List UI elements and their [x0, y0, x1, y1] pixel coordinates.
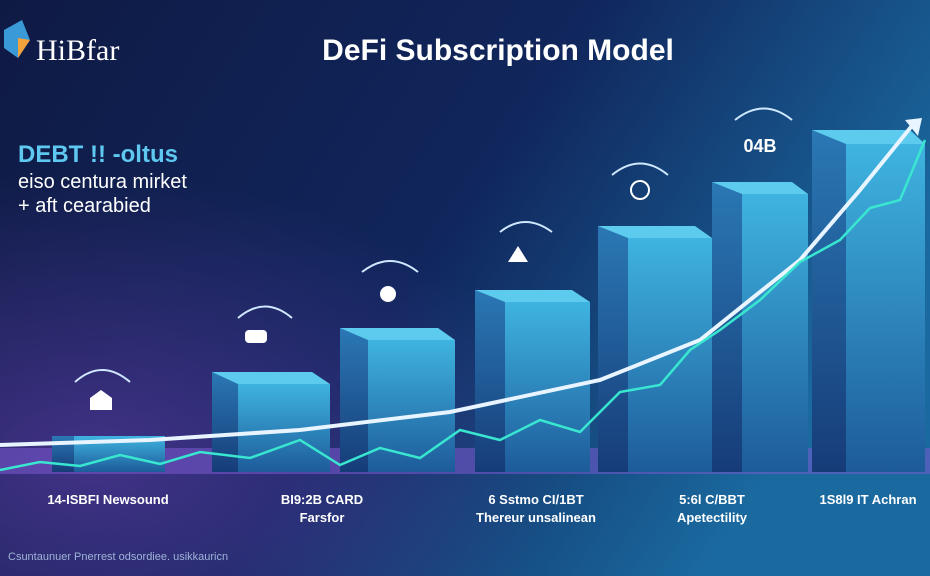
bars: [52, 130, 925, 472]
cyan-line: [0, 139, 927, 472]
arrow-head: [905, 118, 922, 136]
bar: [812, 130, 925, 472]
callout-line: eiso centura mirket: [18, 171, 187, 193]
bar: [340, 328, 455, 472]
callout-line: DEBT !! -oltus: [18, 141, 178, 168]
bar-label: 5:6l C/BBT: [679, 492, 745, 507]
logo-mark: [18, 38, 30, 58]
bar: [212, 372, 330, 472]
badge: 04B: [743, 136, 776, 156]
bar-label: Thereur unsalinean: [476, 510, 596, 525]
bar-label: Apetectility: [677, 510, 748, 525]
bar-label: BI9:2B CARD: [281, 492, 363, 507]
icon-arcs: [74, 107, 793, 383]
bar: [475, 290, 590, 472]
bar: [712, 182, 808, 472]
bar-label: 6 Sstmo CI/1BT: [488, 492, 583, 507]
bar-label: 1S8l9 IT Achran: [819, 492, 916, 507]
logo-text: HiBfar: [36, 34, 119, 67]
footer: Csuntaunuer Pnerrest odsordiee. usikkaur…: [8, 551, 228, 563]
trend-line: [0, 120, 917, 447]
bar-label: Farsfor: [300, 510, 345, 525]
callout-line: + aft cearabied: [18, 195, 151, 217]
bar-label: 14-ISBFI Newsound: [47, 492, 168, 507]
icons: [90, 180, 650, 410]
title: DeFi Subscription Model: [322, 34, 674, 67]
bar: [598, 226, 712, 472]
